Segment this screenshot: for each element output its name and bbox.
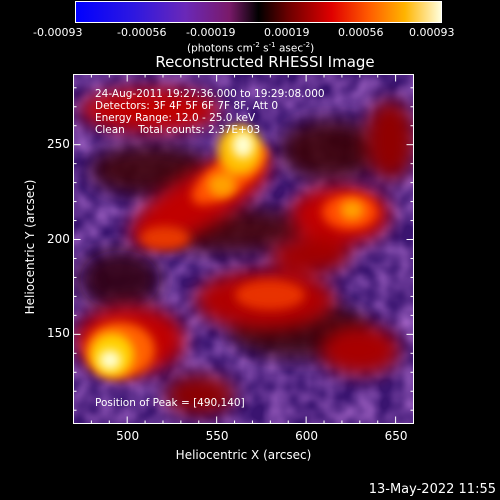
x-tick-label: 600 bbox=[295, 429, 319, 443]
colorbar-tick-label: -0.00056 bbox=[117, 26, 167, 39]
colorbar-tick-label: -0.00093 bbox=[33, 26, 83, 39]
colorbar-tick-labels: -0.00093 -0.00056 -0.00019 0.00019 0.000… bbox=[0, 27, 500, 41]
y-tick-label: 250 bbox=[47, 136, 70, 151]
x-tick-label: 650 bbox=[384, 429, 408, 443]
detectors-text: Detectors: 3F 4F 5F 6F 7F 8F, Att 0 bbox=[95, 100, 279, 112]
y-tick-label: 150 bbox=[47, 326, 70, 341]
observation-info: 24-Aug-2011 19:27:36.000 to 19:29:08.000… bbox=[95, 88, 325, 136]
axis-ticks bbox=[73, 74, 414, 424]
colorbar bbox=[75, 1, 442, 23]
y-tick-label: 200 bbox=[47, 231, 70, 246]
peak-position-text: Position of Peak = [490,140] bbox=[95, 397, 245, 409]
timestamp: 13-May-2022 11:55 bbox=[368, 482, 496, 497]
colorbar-tick-label: 0.00093 bbox=[409, 26, 455, 39]
clean-counts-text: Clean Total counts: 2.37E+03 bbox=[95, 124, 261, 136]
chart-title: Reconstructed RHESSI Image bbox=[155, 53, 375, 71]
x-axis-label: Heliocentric X (arcsec) bbox=[175, 448, 312, 462]
colorbar-tick-label: 0.00019 bbox=[264, 26, 310, 39]
plot-frame bbox=[73, 74, 414, 424]
heatmap-image bbox=[73, 74, 414, 424]
x-tick-label: 550 bbox=[205, 429, 229, 443]
colorbar-unit-label: (photons cm-2 s-1 asec-2) bbox=[187, 41, 315, 55]
time-range-text: 24-Aug-2011 19:27:36.000 to 19:29:08.000 bbox=[95, 88, 325, 100]
energy-range-text: Energy Range: 12.0 - 25.0 keV bbox=[95, 112, 256, 124]
y-axis-label: Heliocentric Y (arcsec) bbox=[23, 179, 37, 315]
colorbar-tick-label: -0.00019 bbox=[186, 26, 236, 39]
colorbar-tick-label: 0.00056 bbox=[338, 26, 384, 39]
x-tick-label: 500 bbox=[116, 429, 140, 443]
